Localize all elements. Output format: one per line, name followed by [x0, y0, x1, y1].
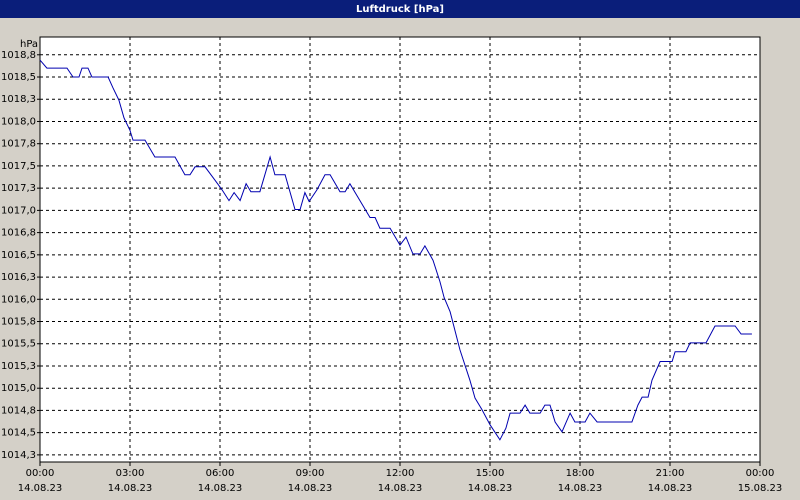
y-tick-label: 1016,5	[1, 250, 36, 261]
y-tick-label: 1018,5	[1, 72, 36, 83]
x-tick-date: 14.08.23	[558, 483, 603, 494]
x-tick-date: 14.08.23	[198, 483, 243, 494]
y-tick-label: 1015,3	[1, 361, 36, 372]
title-bar	[0, 0, 800, 18]
x-tick-date: 14.08.23	[378, 483, 423, 494]
x-tick-date: 14.08.23	[468, 483, 513, 494]
y-tick-label: 1017,3	[1, 183, 36, 194]
y-tick-label: 1016,3	[1, 272, 36, 283]
line	[39, 59, 752, 441]
y-tick-label: 1015,5	[1, 339, 36, 350]
x-tick-date: 15.08.23	[738, 483, 783, 494]
x-tick-label: 15:00	[476, 468, 505, 479]
chart-title: Luftdruck [hPa]	[356, 4, 444, 15]
x-tick-label: 06:00	[206, 468, 235, 479]
x-tick-label: 09:00	[296, 468, 325, 479]
x-tick-date: 14.08.23	[18, 483, 63, 494]
y-tick-label: 1015,8	[1, 317, 36, 328]
x-tick-date: 14.08.23	[648, 483, 693, 494]
x-tick-label: 18:00	[566, 468, 595, 479]
x-tick-label: 00:00	[746, 468, 775, 479]
y-tick-label: 1017,8	[1, 139, 36, 150]
y-tick-label: 1017,5	[1, 161, 36, 172]
y-tick-label: 1018,8	[1, 50, 36, 61]
y-tick-label: 1018,0	[1, 116, 36, 127]
y-tick-label: 1016,8	[1, 228, 36, 239]
x-tick-label: 21:00	[656, 468, 685, 479]
x-tick-label: 12:00	[386, 468, 415, 479]
x-tick-date: 14.08.23	[108, 483, 153, 494]
x-tick-date: 14.08.23	[288, 483, 333, 494]
y-tick-label: 1014,3	[1, 450, 36, 461]
y-tick-label: 1017,0	[1, 205, 36, 216]
x-tick-label: 00:00	[26, 468, 55, 479]
y-tick-label: 1014,8	[1, 405, 36, 416]
x-tick-label: 03:00	[116, 468, 145, 479]
y-tick-label: 1018,3	[1, 94, 36, 105]
y-tick-label: 1015,0	[1, 383, 36, 394]
y-axis-label: hPa	[20, 39, 38, 50]
y-tick-label: 1014,5	[1, 428, 36, 439]
y-tick-label: 1016,0	[1, 294, 36, 305]
